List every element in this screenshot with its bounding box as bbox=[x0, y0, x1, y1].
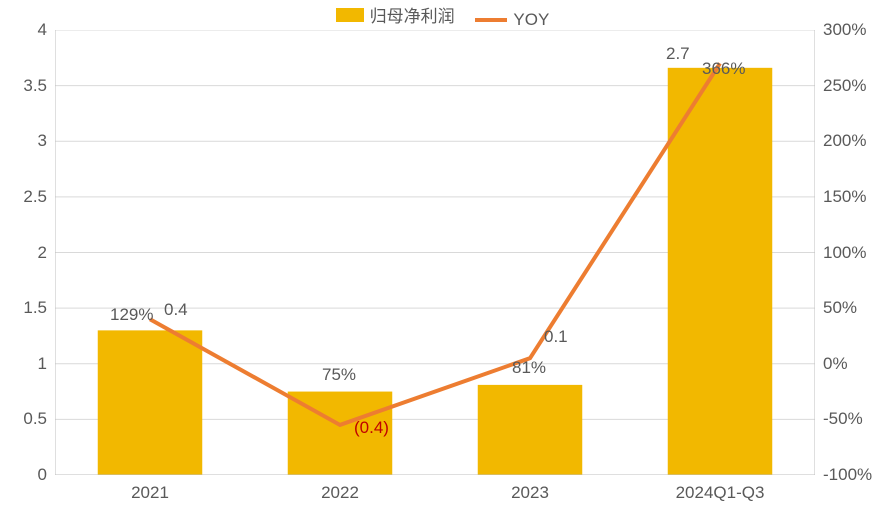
y-axis-right: -100%-50%0%50%100%150%200%250%300% bbox=[815, 30, 885, 475]
x-tick-label: 2024Q1-Q3 bbox=[676, 483, 765, 503]
y-right-tick-label: 200% bbox=[823, 131, 866, 151]
bar-data-label: 129% bbox=[110, 305, 153, 325]
y-axis-left: 00.511.522.533.54 bbox=[0, 30, 55, 475]
plot-area: 129% 75% 81% 366% 0.4 (0.4) 0.1 2.7 bbox=[55, 30, 815, 475]
y-left-tick-label: 3 bbox=[38, 131, 47, 151]
bar-data-label: 75% bbox=[322, 365, 356, 385]
legend-item-line: YOY bbox=[475, 10, 549, 30]
y-left-tick-label: 0.5 bbox=[23, 409, 47, 429]
y-right-tick-label: 50% bbox=[823, 298, 857, 318]
y-left-tick-label: 4 bbox=[38, 20, 47, 40]
y-right-tick-label: -100% bbox=[823, 465, 872, 485]
x-axis: 2021 2022 2023 2024Q1-Q3 bbox=[55, 475, 815, 505]
combo-chart: 归母净利润 YOY 0 0.5 1 1.5 2 2.5 3 3.5 4 -100% -50% 0% 5… bbox=[0, 0, 885, 511]
x-tick-label: 2022 bbox=[321, 483, 359, 503]
y-left-tick-label: 2 bbox=[38, 243, 47, 263]
line-data-label: 2.7 bbox=[666, 44, 690, 64]
y-right-tick-label: 0% bbox=[823, 354, 848, 374]
legend-swatch-bar bbox=[336, 8, 364, 22]
line-data-label: 0.4 bbox=[164, 300, 188, 320]
legend: 归母净利润 YOY bbox=[0, 2, 885, 30]
y-left-tick-label: 1.5 bbox=[23, 298, 47, 318]
legend-swatch-line bbox=[475, 18, 507, 22]
x-tick-label: 2021 bbox=[131, 483, 169, 503]
y-left-tick-label: 3.5 bbox=[23, 76, 47, 96]
data-labels-layer: 129% 75% 81% 366% 0.4 (0.4) 0.1 2.7 bbox=[55, 30, 815, 475]
bar-data-label: 366% bbox=[702, 59, 745, 79]
line-data-label: 0.1 bbox=[544, 327, 568, 347]
y-right-tick-label: 250% bbox=[823, 76, 866, 96]
y-left-tick-label: 0 bbox=[38, 465, 47, 485]
y-left-tick-label: 2.5 bbox=[23, 187, 47, 207]
y-left-tick-label: 1 bbox=[38, 354, 47, 374]
y-right-tick-label: -50% bbox=[823, 409, 863, 429]
legend-label-line: YOY bbox=[513, 10, 549, 30]
x-tick-label: 2023 bbox=[511, 483, 549, 503]
y-right-tick-label: 100% bbox=[823, 243, 866, 263]
bar-data-label: 81% bbox=[512, 358, 546, 378]
legend-label-bar: 归母净利润 bbox=[370, 2, 455, 27]
line-data-label: (0.4) bbox=[354, 418, 389, 438]
y-right-tick-label: 300% bbox=[823, 20, 866, 40]
y-right-tick-label: 150% bbox=[823, 187, 866, 207]
legend-item-bar: 归母净利润 bbox=[336, 2, 455, 27]
